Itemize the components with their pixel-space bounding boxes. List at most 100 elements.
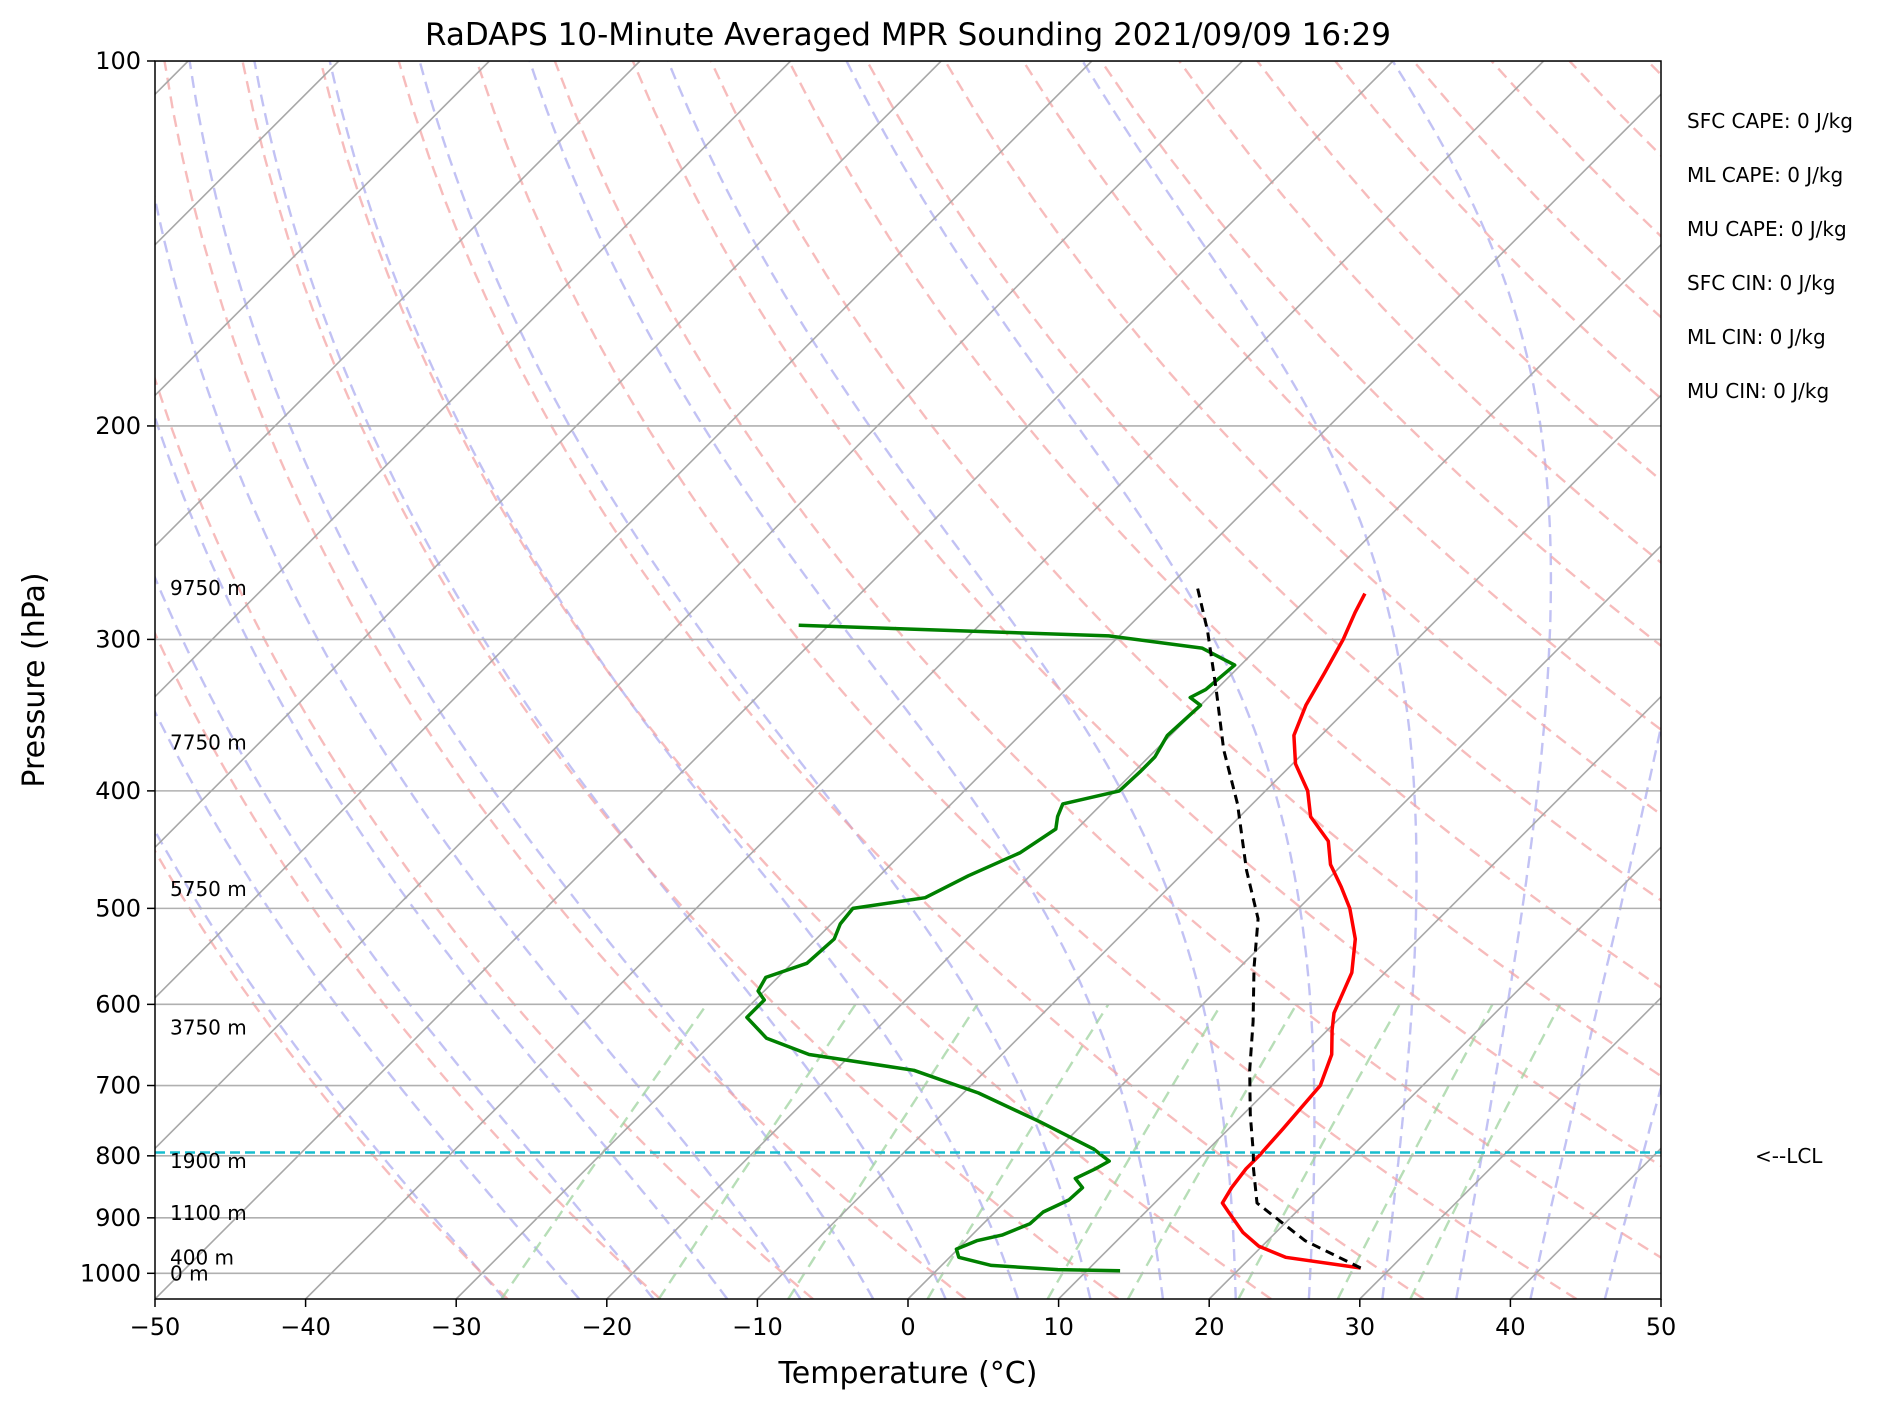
height-label: 9750 m: [170, 576, 247, 600]
x-tick-label: −30: [431, 1313, 482, 1341]
isotherm-line: [155, 61, 942, 849]
mixing-ratio-line: [500, 1003, 708, 1299]
mixing-ratio-line: [1336, 1003, 1494, 1299]
x-tick-label: 0: [900, 1313, 915, 1341]
moist-adiabat-line: [666, 61, 1237, 1299]
lcl-label: <--LCL: [1755, 1144, 1823, 1168]
dry-adiabat-line: [397, 61, 1425, 1299]
isotherm-line: [455, 93, 1661, 1299]
isotherm-line: [1812, 61, 1882, 1299]
isotherm-line: [155, 61, 1243, 1150]
index-label: SFC CIN: 0 J/kg: [1687, 271, 1835, 295]
isotherm-line: [1058, 695, 1661, 1299]
isotherms: [155, 61, 1882, 1299]
moist-adiabat-line: [155, 192, 802, 1299]
mixing-ratio-line: [1409, 1003, 1562, 1299]
height-label: 7750 m: [170, 731, 247, 755]
height-label: 3750 m: [170, 1016, 247, 1040]
moist-adiabat-line: [845, 61, 1316, 1299]
sounding-series: [745, 587, 1367, 1273]
isotherm-line: [606, 243, 1661, 1299]
moist-adiabat-line: [1391, 61, 1553, 1299]
isotherm-line: [1509, 1147, 1661, 1299]
index-label: MU CAPE: 0 J/kg: [1687, 217, 1847, 241]
moist-adiabat-line: [1081, 61, 1418, 1299]
moist-adiabats: [155, 61, 1661, 1299]
mixing-ratio-line: [926, 1003, 1110, 1299]
y-tick-label: 1000: [80, 1259, 141, 1287]
mixing-ratio-line: [657, 1003, 857, 1299]
x-tick-label: 20: [1194, 1313, 1225, 1341]
x-tick-label: −20: [581, 1313, 632, 1341]
y-tick-label: 800: [95, 1142, 141, 1170]
moist-adiabat-line: [1529, 721, 1661, 1299]
x-tick-label: 30: [1345, 1313, 1376, 1341]
moist-adiabat-line: [418, 61, 1092, 1299]
moist-adiabat-line: [155, 709, 581, 1299]
isotherm-line: [1660, 1297, 1661, 1299]
dry-adiabat-line: [1726, 61, 1882, 1299]
moist-adiabat-line: [155, 574, 655, 1299]
dry-adiabats: [155, 61, 1882, 1299]
sounding-line: [745, 623, 1237, 1273]
index-label: MU CIN: 0 J/kg: [1687, 379, 1829, 403]
mixing-ratio-line: [1237, 1003, 1401, 1299]
y-tick-label: 700: [95, 1072, 141, 1100]
isotherm-line: [305, 61, 1545, 1299]
mixing-ratio-line: [1126, 1003, 1298, 1299]
dry-adiabat-line: [631, 61, 1661, 1168]
mixing-ratio-line: [787, 1003, 979, 1299]
x-axis-ticks: −50 −40 −30 −20 −10 0 10 20 30 40 50: [130, 1299, 1676, 1341]
isotherm-line: [907, 544, 1661, 1299]
stability-indices: SFC CAPE: 0 J/kg ML CAPE: 0 J/kg MU CAPE: …: [1687, 109, 1853, 403]
sounding-line: [1196, 587, 1362, 1270]
isotherm-line: [155, 61, 792, 698]
dry-adiabat-line: [1256, 61, 1661, 482]
moist-adiabat-line: [155, 413, 729, 1299]
dry-adiabat-line: [155, 848, 509, 1299]
dry-adiabat-line: [155, 630, 662, 1299]
dry-adiabat-line: [241, 61, 1120, 1299]
isotherm-line: [155, 61, 1093, 999]
dry-adiabat-line: [1022, 61, 1661, 732]
dry-adiabat-line: [865, 61, 1661, 902]
dry-adiabat-line: [475, 61, 1578, 1299]
x-tick-label: 10: [1043, 1313, 1074, 1341]
index-label: SFC CAPE: 0 J/kg: [1687, 109, 1853, 133]
y-tick-label: 400: [95, 777, 141, 805]
isotherm-line: [756, 394, 1661, 1299]
dry-adiabat-line: [1490, 61, 1661, 238]
x-tick-label: −50: [130, 1313, 181, 1341]
x-axis-label: Temperature (°C): [778, 1356, 1038, 1391]
isotherm-line: [1359, 996, 1661, 1299]
dry-adiabat-line: [1568, 61, 1661, 158]
moist-adiabat-line: [253, 61, 947, 1299]
dry-adiabat-line: [1178, 61, 1661, 565]
height-label: 0 m: [170, 1261, 209, 1285]
height-label: 400 m: [170, 1245, 234, 1269]
dry-adiabat-line: [1646, 61, 1661, 77]
y-tick-label: 300: [95, 625, 141, 653]
dry-adiabat-line: [1334, 61, 1661, 401]
y-tick-label: 900: [95, 1204, 141, 1232]
height-label: 1900 m: [170, 1149, 247, 1173]
index-label: ML CAPE: 0 J/kg: [1687, 163, 1843, 187]
moist-adiabat-line: [155, 828, 506, 1299]
sounding-line: [1220, 592, 1367, 1270]
y-tick-label: 100: [95, 47, 141, 75]
isotherm-line: [155, 61, 490, 397]
index-label: ML CIN: 0 J/kg: [1687, 325, 1826, 349]
isobars: [155, 61, 1661, 1275]
y-tick-label: 200: [95, 412, 141, 440]
isotherm-line: [155, 61, 1394, 1299]
moist-adiabat-line: [188, 61, 875, 1299]
x-tick-label: −40: [280, 1313, 331, 1341]
height-label: 1100 m: [170, 1201, 247, 1225]
plot-area: [155, 61, 1882, 1299]
mixing-ratio-line: [1046, 1003, 1223, 1299]
moist-adiabat-line: [328, 61, 1020, 1299]
isotherm-line: [1208, 846, 1661, 1299]
dry-adiabat-line: [1412, 61, 1661, 319]
moist-adiabat-line: [1603, 1083, 1661, 1299]
y-axis-ticks: 100 200 300 400 500 600 700 800 900 1000: [80, 47, 155, 1287]
